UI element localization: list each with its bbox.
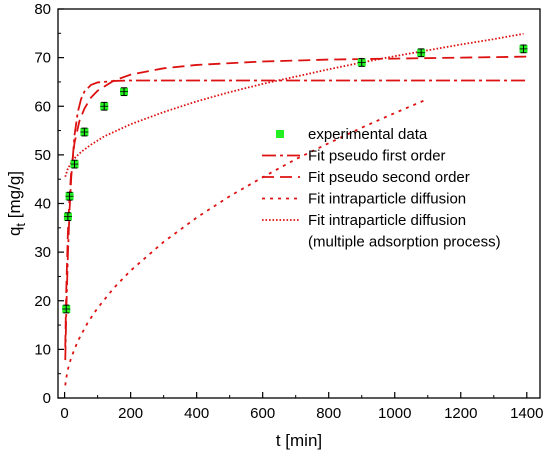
y-tick-label: 50 [34, 147, 51, 164]
data-point [80, 127, 89, 137]
y-tick-label: 80 [34, 1, 51, 18]
y-axis-title-subscript: t [13, 223, 28, 227]
plot-frame [57, 8, 541, 399]
y-axis-title-main: q [5, 227, 24, 236]
fit-line-1 [64, 79, 527, 361]
experimental-points [62, 44, 528, 314]
y-tick-label: 30 [34, 244, 51, 261]
x-tick-label: 1000 [378, 405, 411, 422]
data-point [62, 304, 71, 314]
data-point [417, 48, 426, 58]
fit-line-3 [64, 98, 429, 386]
y-tick-label: 60 [34, 98, 51, 115]
data-point [63, 212, 72, 222]
fit-line-4 [64, 32, 524, 178]
legend-label: Fit pseudo first order [308, 148, 446, 165]
legend: experimental data Fit pseudo first order F… [262, 126, 501, 251]
fit-curves [64, 32, 527, 386]
y-tick-label: 10 [34, 341, 51, 358]
x-tick-label: 1400 [510, 405, 543, 422]
y-tick-label: 0 [43, 390, 51, 407]
x-tick-label: 600 [250, 405, 275, 422]
x-tick-label: 800 [316, 405, 341, 422]
legend-label: Fit intraparticle diffusion [308, 191, 466, 208]
x-axis-title: t [min] [276, 431, 322, 450]
y-axis-title: qt [mg/g] [5, 171, 28, 236]
y-tick-label: 70 [34, 50, 51, 67]
x-tick-label: 0 [60, 405, 68, 422]
legend-label: Fit pseudo second order [308, 169, 470, 186]
legend-label: Fit intraparticle diffusion [308, 212, 466, 229]
legend-label: experimental data [308, 126, 428, 143]
data-point [519, 44, 528, 54]
x-tick-label: 400 [184, 405, 209, 422]
data-point [120, 87, 129, 97]
y-axis-title-unit: [mg/g] [5, 171, 24, 223]
data-point [357, 58, 366, 67]
data-point [70, 159, 79, 169]
y-tick-label: 40 [34, 196, 51, 213]
data-point [100, 101, 109, 111]
x-tick-label: 200 [118, 405, 143, 422]
x-tick-label: 1200 [444, 405, 477, 422]
axes: 0 200 400 600 800 1000 1200 1400 0 10 20 30 40 50 60 70… [34, 1, 543, 422]
legend-marker-experimental [276, 130, 284, 138]
y-tick-label: 20 [34, 293, 51, 310]
data-point [65, 191, 74, 201]
legend-label: (multiple adsorption process) [308, 234, 501, 251]
